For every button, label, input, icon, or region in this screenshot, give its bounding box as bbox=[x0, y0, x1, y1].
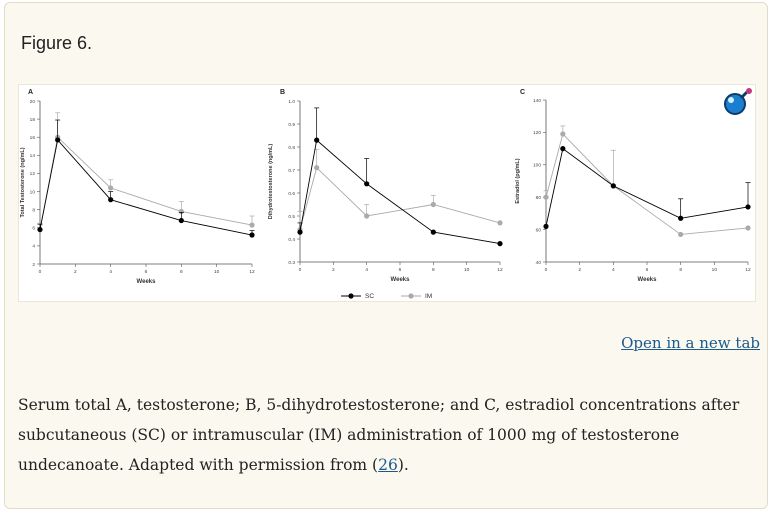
x-axis-label: Weeks bbox=[638, 277, 658, 283]
series-line-sc bbox=[39, 138, 253, 236]
data-point-im bbox=[108, 185, 114, 191]
series-line-sc bbox=[545, 147, 749, 227]
x-tick-label: 8 bbox=[432, 267, 435, 273]
y-tick-label: 0.6 bbox=[288, 191, 295, 197]
data-point-sc bbox=[55, 137, 61, 143]
y-tick-label: 16 bbox=[30, 135, 36, 141]
y-axis-label: Dihydrotestosterone (ng/mL) bbox=[268, 144, 274, 220]
y-tick-label: 10 bbox=[30, 189, 36, 195]
x-tick-label: 2 bbox=[74, 269, 77, 275]
data-point-im bbox=[745, 225, 751, 231]
figure-caption: Serum total A, testosterone; B, 5-dihydr… bbox=[18, 390, 748, 480]
magnifier-icon[interactable] bbox=[719, 87, 753, 117]
data-point-im bbox=[178, 208, 184, 215]
legend-label: SC bbox=[365, 293, 374, 300]
data-point-sc bbox=[430, 229, 436, 235]
figure-title: Figure 6. bbox=[21, 33, 93, 53]
y-tick-label: 6 bbox=[32, 226, 35, 232]
data-point-im bbox=[497, 220, 503, 226]
y-tick-label: 140 bbox=[533, 98, 541, 104]
legend-marker bbox=[408, 293, 414, 299]
caption-text: Serum total A, testosterone; B, 5-dihydr… bbox=[18, 396, 740, 474]
y-tick-label: 120 bbox=[533, 130, 541, 136]
data-point-sc bbox=[497, 241, 503, 247]
y-tick-label: 40 bbox=[536, 260, 542, 266]
data-point-sc bbox=[610, 183, 616, 189]
x-tick-label: 4 bbox=[365, 267, 368, 273]
figure-image[interactable] bbox=[18, 84, 756, 302]
data-point-sc bbox=[364, 181, 370, 187]
series-line-im bbox=[39, 136, 253, 230]
data-point-sc bbox=[108, 197, 114, 203]
data-point-sc bbox=[249, 232, 255, 238]
x-tick-label: 2 bbox=[578, 267, 581, 273]
x-tick-label: 6 bbox=[145, 269, 148, 275]
x-axis-label: Weeks bbox=[391, 277, 411, 283]
data-point-im bbox=[314, 165, 320, 171]
panel-label: A bbox=[28, 89, 33, 96]
x-tick-label: 10 bbox=[214, 269, 220, 275]
y-tick-label: 14 bbox=[30, 153, 36, 159]
x-tick-label: 10 bbox=[712, 267, 718, 273]
y-tick-label: 60 bbox=[536, 227, 542, 233]
open-in-new-tab-link[interactable]: Open in a new tab bbox=[621, 334, 760, 352]
y-tick-label: 0.7 bbox=[288, 168, 295, 174]
x-tick-label: 4 bbox=[109, 269, 112, 275]
x-tick-label: 2 bbox=[332, 267, 335, 273]
legend-marker bbox=[348, 293, 354, 299]
panel-label: C bbox=[520, 89, 525, 96]
panel-label: B bbox=[280, 89, 285, 96]
x-tick-label: 8 bbox=[679, 267, 682, 273]
data-point-sc bbox=[543, 223, 549, 229]
y-tick-label: 4 bbox=[32, 244, 35, 250]
y-tick-label: 0.3 bbox=[288, 260, 295, 266]
series-line-im bbox=[545, 133, 749, 235]
y-tick-label: 100 bbox=[533, 163, 541, 169]
legend-label: IM bbox=[425, 293, 432, 300]
y-tick-label: 0.4 bbox=[288, 237, 295, 243]
y-tick-label: 8 bbox=[32, 207, 35, 213]
y-tick-label: 1.0 bbox=[288, 99, 295, 105]
data-point-im bbox=[249, 222, 255, 228]
x-tick-label: 6 bbox=[399, 267, 402, 273]
data-point-sc bbox=[297, 229, 303, 235]
x-tick-label: 10 bbox=[464, 267, 470, 273]
series-line-im bbox=[299, 166, 501, 230]
x-axis-label: Weeks bbox=[137, 279, 157, 285]
data-point-im bbox=[678, 231, 684, 238]
x-tick-label: 12 bbox=[745, 267, 751, 273]
y-tick-label: 18 bbox=[30, 117, 36, 123]
y-tick-label: 80 bbox=[536, 195, 542, 201]
y-axis-label: Total Testosterone (ng/mL) bbox=[20, 147, 26, 217]
x-tick-label: 0 bbox=[39, 269, 42, 275]
reference-link[interactable]: 26 bbox=[378, 456, 398, 474]
data-point-sc bbox=[314, 137, 320, 143]
data-point-im bbox=[560, 131, 566, 137]
x-tick-label: 0 bbox=[545, 267, 548, 273]
data-point-sc bbox=[560, 146, 566, 152]
x-tick-label: 12 bbox=[249, 269, 255, 275]
y-tick-label: 2 bbox=[32, 262, 35, 268]
y-tick-label: 0.5 bbox=[288, 214, 295, 220]
y-tick-label: 0.9 bbox=[288, 122, 295, 128]
x-tick-label: 0 bbox=[299, 267, 302, 273]
data-point-im bbox=[364, 213, 370, 219]
data-point-sc bbox=[745, 204, 751, 210]
data-point-sc bbox=[678, 215, 684, 221]
y-axis-label: Estradiol (pg/mL) bbox=[515, 158, 521, 203]
series-line-sc bbox=[299, 139, 501, 245]
caption-text-end: ). bbox=[397, 456, 409, 474]
data-point-im bbox=[543, 194, 549, 200]
y-tick-label: 20 bbox=[30, 99, 36, 105]
y-tick-label: 0.8 bbox=[288, 145, 295, 151]
x-tick-label: 8 bbox=[180, 269, 183, 275]
data-point-sc bbox=[178, 217, 184, 224]
x-tick-label: 12 bbox=[497, 267, 503, 273]
y-tick-label: 12 bbox=[30, 171, 36, 177]
data-point-sc bbox=[37, 226, 43, 233]
x-tick-label: 6 bbox=[646, 267, 649, 273]
data-point-im bbox=[430, 201, 436, 208]
x-tick-label: 4 bbox=[612, 267, 615, 273]
